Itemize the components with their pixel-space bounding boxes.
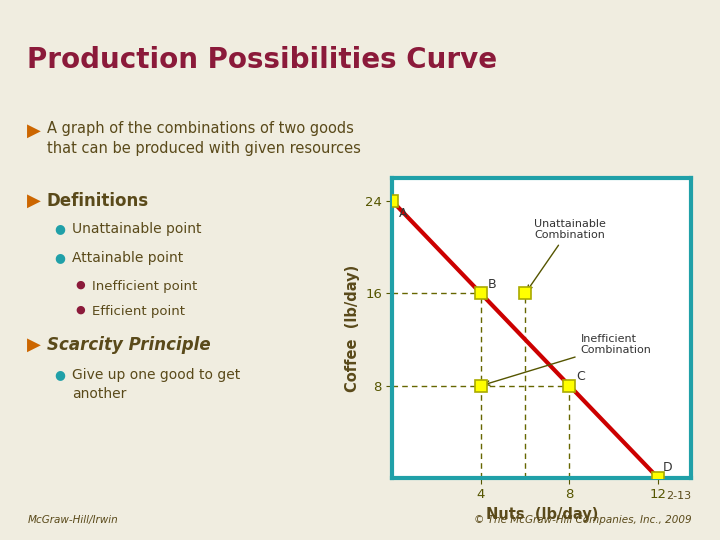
- Text: ●: ●: [54, 222, 65, 235]
- Text: A graph of the combinations of two goods
that can be produced with given resourc: A graph of the combinations of two goods…: [47, 122, 361, 156]
- Text: McGraw-Hill/Irwin: McGraw-Hill/Irwin: [27, 515, 118, 525]
- Text: Inefficient
Combination: Inefficient Combination: [485, 334, 652, 385]
- Text: ▶: ▶: [27, 122, 41, 139]
- Text: Definitions: Definitions: [47, 192, 149, 210]
- Text: Unattainable
Combination: Unattainable Combination: [528, 219, 606, 290]
- Y-axis label: Coffee  (lb/day): Coffee (lb/day): [345, 265, 359, 392]
- Text: ●: ●: [54, 251, 65, 264]
- Text: Give up one good to get
another: Give up one good to get another: [72, 368, 240, 401]
- Text: Production Possibilities Curve: Production Possibilities Curve: [27, 46, 498, 74]
- Text: Scarcity Principle: Scarcity Principle: [47, 336, 210, 354]
- Text: A: A: [399, 207, 408, 220]
- Text: ▶: ▶: [27, 336, 41, 354]
- Text: B: B: [487, 278, 496, 291]
- Text: ●: ●: [76, 305, 86, 315]
- Text: Inefficient point: Inefficient point: [92, 280, 197, 293]
- Text: Efficient point: Efficient point: [92, 305, 185, 318]
- Text: C: C: [576, 370, 585, 383]
- Text: © The McGraw-Hill Companies, Inc., 2009: © The McGraw-Hill Companies, Inc., 2009: [474, 515, 691, 525]
- Text: ●: ●: [76, 280, 86, 290]
- Text: Unattainable point: Unattainable point: [72, 222, 202, 237]
- Text: Attainable point: Attainable point: [72, 251, 184, 265]
- X-axis label: Nuts  (lb/day): Nuts (lb/day): [485, 507, 598, 522]
- Text: D: D: [662, 462, 672, 475]
- Text: ▶: ▶: [27, 192, 41, 210]
- Text: ●: ●: [54, 368, 65, 381]
- Text: 2-13: 2-13: [666, 491, 691, 501]
